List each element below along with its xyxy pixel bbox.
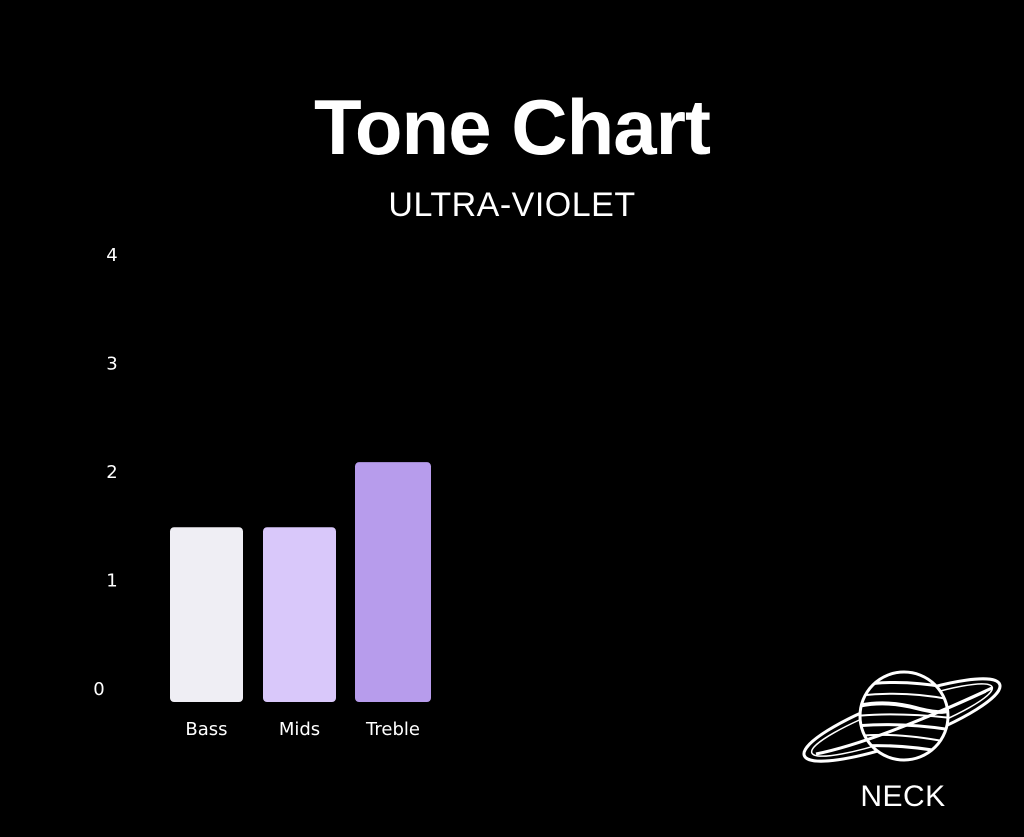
y-tick-label: 2 [106, 462, 117, 483]
chart-subtitle: ULTRA-VIOLET [388, 186, 636, 224]
bar-mids [263, 527, 336, 702]
x-category-label: Treble [365, 719, 420, 740]
planet-icon [802, 670, 1002, 763]
x-category-label: Mids [279, 719, 320, 740]
y-tick-label: 0 [93, 679, 104, 700]
chart-title: Tone Chart [314, 83, 711, 171]
brand-name: NECK [860, 780, 946, 813]
bar-treble [355, 462, 431, 702]
y-tick-label: 1 [106, 571, 117, 592]
x-category-label: Bass [185, 719, 227, 740]
y-tick-label: 4 [106, 245, 117, 266]
bar-bass [170, 527, 243, 702]
y-tick-label: 3 [106, 354, 117, 375]
